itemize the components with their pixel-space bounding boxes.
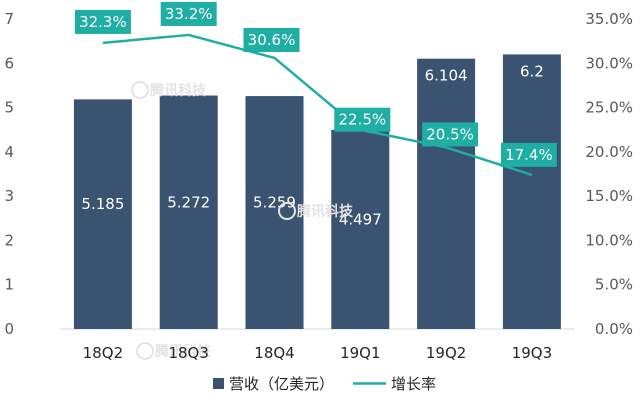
legend: 营收（亿美元） 增长率: [213, 375, 436, 393]
left-tick-label: 6: [4, 54, 14, 72]
left-tick-label: 1: [4, 276, 14, 294]
rate-label-box: [422, 122, 479, 147]
right-tick-label: 0.0%: [595, 320, 633, 338]
x-tick-label: 18Q2: [83, 344, 123, 362]
watermark-logo-icon: [278, 202, 296, 220]
bar-value-label: 5.185: [81, 195, 124, 213]
rate-value-label: 33.2%: [165, 5, 213, 23]
rate-label-box: [500, 142, 557, 167]
right-tick-label: 30.0%: [585, 54, 633, 72]
left-tick-label: 3: [4, 187, 14, 205]
revenue-bar: [73, 99, 132, 329]
bar-value-label: 5.259: [253, 194, 296, 212]
right-tick-label: 20.0%: [585, 143, 633, 161]
watermark-logo-icon: [136, 342, 154, 360]
rate-label-box: [334, 107, 391, 132]
right-tick-label: 5.0%: [595, 276, 633, 294]
bar-value-label: 5.272: [167, 193, 210, 211]
rate-value-label: 20.5%: [426, 125, 474, 143]
rate-label-box: [160, 1, 217, 26]
revenue-bar: [502, 54, 561, 330]
revenue-bar: [159, 95, 218, 329]
growth-rate-line: 32.3% 33.2% 30.6% 22.5% 20.5% 17.4%: [74, 1, 557, 177]
left-y-axis: 0 1 2 3 4 5 6 7: [4, 10, 14, 338]
left-tick-label: 0: [4, 320, 14, 338]
revenue-bars: 5.185 5.272 5.259 4.497 6.104 6.2: [73, 54, 561, 330]
revenue-bar: [417, 58, 476, 330]
bar-value-label: 6.2: [520, 62, 544, 80]
rate-label-box: [243, 27, 300, 52]
rate-value-label: 17.4%: [505, 146, 553, 164]
legend-bar-label: 营收（亿美元）: [229, 375, 334, 393]
revenue-bar: [245, 96, 304, 329]
x-axis-ticks: 18Q2 18Q3 18Q4 19Q1 19Q2 19Q3: [83, 344, 552, 362]
watermark-text: 腾讯科技: [297, 203, 354, 220]
bar-value-label: 4.497: [339, 210, 382, 228]
left-tick-label: 7: [4, 10, 14, 28]
x-tick-label: 19Q1: [340, 344, 380, 362]
growth-line-path: [102, 33, 533, 177]
watermark-text: 腾讯科技: [155, 343, 212, 360]
right-y-axis: 0.0% 5.0% 10.0% 15.0% 20.0% 25.0% 30.0% 35.0%: [585, 10, 633, 338]
left-tick-label: 5: [4, 99, 14, 117]
x-tick-label: 19Q2: [426, 344, 466, 362]
right-tick-label: 25.0%: [585, 99, 633, 117]
right-tick-label: 15.0%: [585, 187, 633, 205]
right-tick-label: 10.0%: [585, 231, 633, 249]
right-tick-label: 35.0%: [585, 10, 633, 28]
x-tick-label: 18Q3: [168, 344, 208, 362]
watermark-text: 腾讯科技: [150, 82, 207, 99]
rate-label-box: [74, 9, 131, 34]
bar-value-label: 6.104: [425, 67, 468, 85]
rate-value-label: 22.5%: [338, 111, 386, 129]
legend-line-label: 增长率: [391, 375, 436, 393]
left-tick-label: 4: [4, 143, 14, 161]
rate-value-label: 32.3%: [79, 13, 127, 31]
watermark-logo-icon: [131, 81, 149, 99]
legend-bar-swatch: [213, 378, 224, 389]
x-tick-label: 19Q3: [512, 344, 552, 362]
revenue-bar: [331, 129, 390, 329]
x-tick-label: 18Q4: [254, 344, 294, 362]
left-tick-label: 2: [4, 231, 14, 249]
rate-value-label: 30.6%: [248, 31, 296, 49]
